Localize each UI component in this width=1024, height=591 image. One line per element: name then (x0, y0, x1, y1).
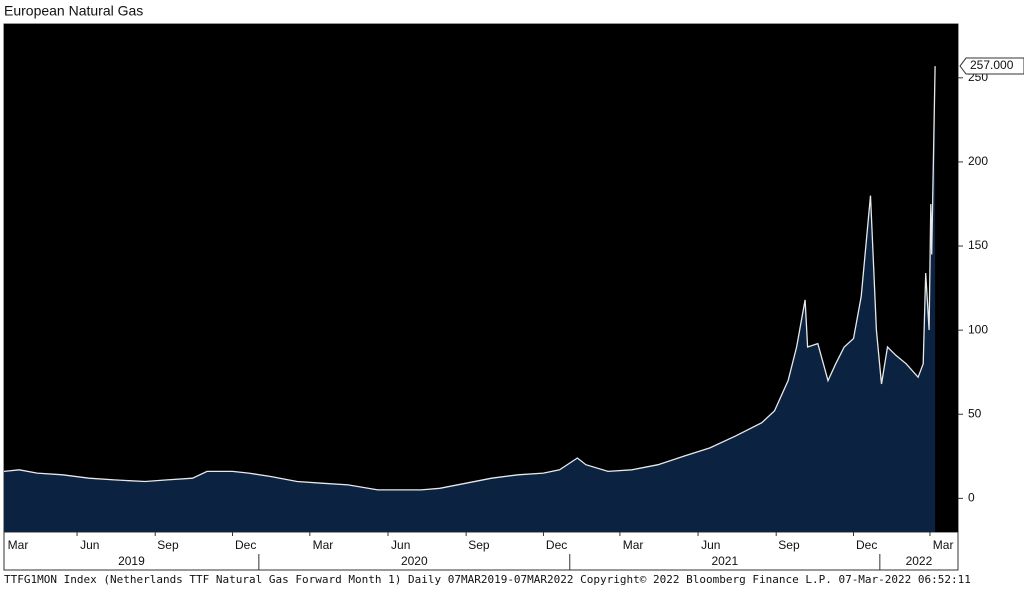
x-axis-frame (3, 531, 959, 571)
value-label-box (959, 57, 1024, 75)
chart-title: European Natural Gas (4, 3, 143, 19)
area (4, 66, 936, 532)
year-label: 2021 (711, 554, 738, 568)
x-tick-label: Sep (157, 538, 179, 552)
x-tick-label: Dec (235, 538, 256, 552)
line (3, 66, 936, 491)
x-tick-label: Mar (8, 538, 29, 552)
y-tick-label: 150 (968, 238, 988, 252)
y-tick-label: 0 (968, 491, 975, 505)
x-tick-label: Sep (778, 538, 800, 552)
year-label: 2019 (118, 554, 145, 568)
x-tick-label: Dec (856, 538, 877, 552)
x-tick-label: Mar (623, 538, 644, 552)
x-tick-label: Sep (468, 538, 490, 552)
y-tick-label: 100 (968, 322, 988, 336)
x-tick-label: Jun (80, 538, 99, 552)
y-tick-label: 200 (968, 154, 988, 168)
x-tick-label: Mar (313, 538, 334, 552)
x-tick-label: Jun (701, 538, 720, 552)
x-tick-label: Mar (933, 538, 954, 552)
x-tick-label: Dec (546, 538, 567, 552)
year-label: 2020 (401, 554, 428, 568)
year-label: 2022 (906, 554, 933, 568)
x-tick-label: Jun (391, 538, 410, 552)
value-label: 257.000 (970, 58, 1014, 72)
y-tick-label: 50 (968, 406, 982, 420)
footer: TTFG1MON Index (Netherlands TTF Natural … (4, 573, 971, 586)
